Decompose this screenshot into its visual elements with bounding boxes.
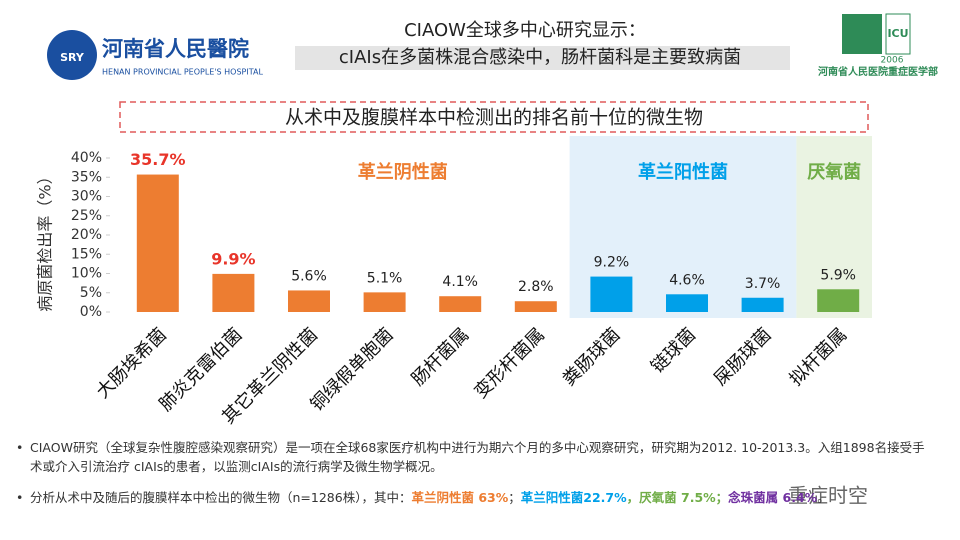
group-label: 厌氧菌 — [807, 161, 861, 183]
y-tick-label: 0% — [80, 304, 102, 320]
bullet: 分析从术中及随后的腹膜样本中检出的微生物（n=1286株），其中：革兰阴性菌 6… — [16, 488, 930, 507]
x-tick-label: 粪肠球菌 — [559, 324, 625, 390]
bar — [439, 296, 482, 312]
value-label: 35.7% — [130, 150, 186, 169]
bullet-part: 念珠菌属 6.4% — [728, 490, 818, 505]
bullet-part: 。 — [817, 490, 830, 505]
bullet-part: ，厌氧菌 7.5%； — [626, 490, 729, 505]
bullet-part: 革兰阳性菌22.7% — [520, 490, 627, 505]
chart-title: 从术中及腹膜样本中检测出的排名前十位的微生物 — [285, 107, 703, 129]
bar — [363, 292, 406, 312]
logo-left-name: 河南省人民醫院 — [102, 37, 249, 61]
logo-left-badge: SRY — [60, 51, 85, 64]
group-label: 革兰阴性菌 — [358, 161, 448, 183]
logo-right-year: 2006 — [881, 56, 904, 66]
x-tick-label: 拟杆菌属 — [786, 324, 852, 390]
y-tick-label: 35% — [71, 169, 102, 185]
group-background — [116, 136, 570, 318]
y-tick-label: 40% — [71, 150, 102, 166]
x-tick-label: 屎肠球菌 — [710, 324, 776, 390]
value-label: 5.9% — [820, 267, 856, 283]
chart-title-box — [119, 101, 869, 133]
y-tick-label: 15% — [71, 246, 102, 262]
logo-right-badge: ICU — [887, 27, 908, 40]
bullet-part: 革兰阴性菌 63% — [411, 490, 509, 505]
value-label: 5.6% — [291, 268, 327, 284]
y-tick-label: 20% — [71, 227, 102, 243]
logo-left-en: HENAN PROVINCIAL PEOPLE'S HOSPITAL — [102, 68, 263, 77]
bullet-part: 分析从术中及随后的腹膜样本中检出的微生物（n=1286株），其中： — [30, 490, 412, 505]
bullet-part: ； — [508, 490, 521, 505]
bar — [136, 174, 179, 312]
y-axis-title: 病原菌检出率（%） — [36, 168, 55, 311]
bullet: CIAOW研究（全球复杂性腹腔感染观察研究）是一项在全球68家医疗机构中进行为期… — [16, 438, 930, 476]
y-tick-label: 30% — [71, 189, 102, 205]
group-label: 革兰阳性菌 — [638, 161, 728, 183]
bar — [817, 289, 860, 312]
value-label: 4.6% — [669, 272, 705, 288]
logo-right-building — [842, 14, 882, 54]
x-tick-label: 变形杆菌属 — [470, 324, 548, 402]
logo-right-name: 河南省人民医院重症医学部 — [818, 65, 938, 78]
value-label: 2.8% — [518, 279, 554, 295]
bar — [212, 273, 255, 312]
x-tick-label: 肠杆菌属 — [408, 324, 474, 390]
subtitle-band — [295, 46, 790, 70]
logo-left-icon — [47, 30, 97, 80]
value-label: 4.1% — [442, 274, 478, 290]
y-tick-label: 10% — [71, 266, 102, 282]
bar — [288, 290, 330, 312]
bar — [590, 276, 633, 312]
header-subtitle: cIAIs在多菌株混合感染中，肠杆菌科是主要致病菌 — [339, 47, 741, 68]
y-tick-label: 5% — [80, 285, 102, 301]
y-tick-label: 25% — [71, 208, 102, 224]
bar — [514, 301, 557, 312]
value-label: 9.2% — [594, 255, 630, 271]
header-title: CIAOW全球多中心研究显示： — [404, 20, 646, 41]
value-label: 9.9% — [211, 249, 255, 268]
bar — [741, 297, 784, 312]
x-tick-label: 链球菌 — [647, 324, 700, 377]
group-background — [796, 136, 872, 318]
value-label: 3.7% — [745, 276, 781, 292]
x-tick-label: 大肠埃希菌 — [92, 324, 170, 402]
logo-right-box — [885, 13, 911, 55]
bar — [666, 294, 708, 312]
value-label: 5.1% — [367, 270, 403, 286]
